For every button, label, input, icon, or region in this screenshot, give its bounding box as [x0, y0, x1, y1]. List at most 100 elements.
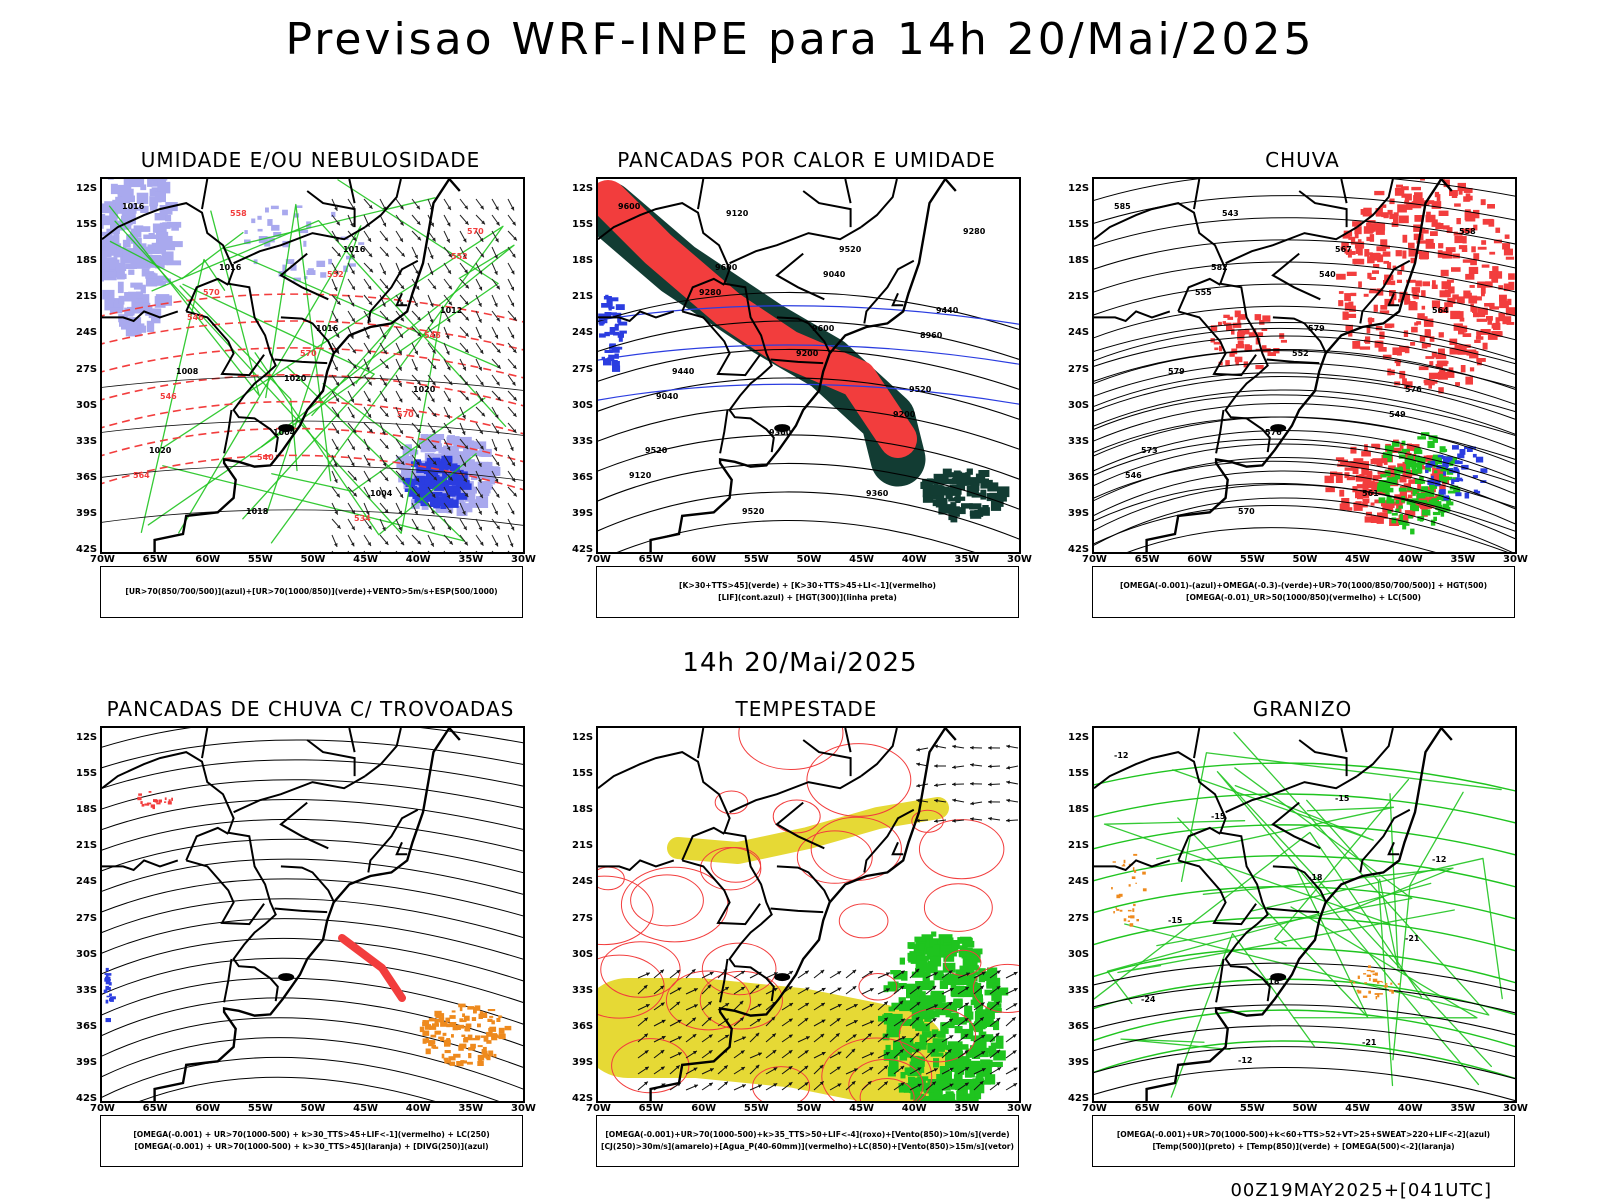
rain-blue: [1451, 479, 1454, 485]
contour-label: 1020: [284, 374, 307, 383]
lat-tick-label: 21S: [76, 291, 97, 302]
rain-red: [1429, 373, 1438, 379]
wind-vector-head: [952, 819, 956, 823]
rain-red: [1456, 218, 1461, 224]
lon-tick-label: 35W: [1450, 554, 1475, 565]
omega-orange: [1368, 991, 1371, 994]
lat-tick-label: 39S: [572, 508, 593, 519]
humidity-high-level: [265, 208, 269, 213]
wind-vector: [476, 551, 484, 552]
rain-red: [1358, 281, 1362, 287]
rain-red: [1506, 257, 1514, 260]
divergence-blue: [105, 977, 110, 981]
thunderstorm-orange: [468, 1047, 475, 1051]
rain-red: [1451, 267, 1461, 272]
omega-orange: [1373, 979, 1378, 982]
thunderstorm-orange: [464, 1037, 470, 1039]
rain-green: [1399, 506, 1404, 509]
thunderstorm-red: [171, 798, 173, 801]
contour-label: 552: [1292, 349, 1309, 358]
map-canvas: [102, 728, 523, 1101]
lat-tick-label: 39S: [1068, 508, 1089, 519]
rain-green: [1417, 467, 1423, 474]
rain-green: [1413, 489, 1417, 494]
lon-tick-label: 70W: [586, 1103, 611, 1114]
rain-red: [1463, 333, 1472, 337]
wind-850-green: [968, 1012, 973, 1020]
lon-tick-label: 30W: [1503, 1103, 1528, 1114]
lat-tick-label: 39S: [1068, 1057, 1089, 1068]
contour-label: 1016: [122, 202, 145, 211]
rain-red: [1399, 216, 1409, 224]
thunderstorm-red: [137, 797, 141, 800]
rain-red: [1397, 204, 1407, 212]
rain-red: [1383, 252, 1391, 257]
height-500-contour: [1094, 390, 1515, 436]
contour-label: 9200: [796, 349, 819, 358]
rain-red: [1364, 294, 1369, 297]
wind-vector: [508, 551, 517, 552]
map-canvas: 1016101610161020102010181016101210081004…: [102, 179, 523, 552]
wind-vector-head: [1006, 745, 1010, 749]
humidity-high-level: [102, 220, 104, 229]
rain-red: [1238, 341, 1244, 347]
rain-red: [1476, 358, 1486, 362]
rain-blue: [1465, 493, 1470, 499]
precip-water-contour: [598, 867, 624, 890]
rain-red: [1255, 314, 1262, 320]
lon-tick-label: 40W: [406, 1103, 431, 1114]
humidity-high-level: [127, 326, 136, 331]
rain-red: [1473, 210, 1479, 218]
rain-red: [1392, 347, 1401, 355]
contour-label: 9520: [839, 245, 862, 254]
rain-red: [1508, 273, 1515, 280]
contour-label: 9600: [618, 202, 641, 211]
rain-red: [1471, 246, 1476, 252]
thunderstorm-orange: [444, 1058, 449, 1061]
legend-line: [OMEGA(-0.001) + UR>70(1000-500) + k>30_…: [101, 1129, 522, 1141]
thunderstorm-orange: [463, 1060, 467, 1063]
thunderstorm-red: [149, 791, 152, 793]
wind-vector-head: [952, 782, 956, 786]
omega-orange: [1367, 970, 1371, 971]
lon-tick-label: 50W: [1293, 554, 1318, 565]
wind-850-green: [889, 1007, 896, 1012]
rain-blue: [1461, 449, 1465, 453]
contour-label: 9040: [823, 270, 846, 279]
rain-red: [1358, 239, 1362, 243]
contour-label: -15: [1335, 794, 1350, 803]
wind-850-green: [916, 956, 929, 961]
panel-title: UMIDADE E/OU NEBULOSIDADE: [60, 148, 561, 172]
rain-blue: [1456, 478, 1463, 481]
lat-tick-label: 15S: [572, 219, 593, 230]
wind-vector-head: [952, 798, 956, 802]
lat-tick-label: 27S: [1068, 913, 1089, 924]
humidity-high-level: [153, 224, 167, 233]
lon-tick-label: 60W: [691, 554, 716, 565]
contour-label: 576: [1405, 385, 1422, 394]
contour-label: -18: [1265, 977, 1280, 986]
lat-tick-label: 39S: [76, 1057, 97, 1068]
state-border: [1094, 203, 1270, 452]
lat-tick-label: 30S: [76, 949, 97, 960]
height-500-contour: [1094, 403, 1515, 451]
panel-legend: [OMEGA(-0.001) + UR>70(1000-500) + k>30_…: [100, 1115, 523, 1167]
humidity-high-level: [267, 219, 272, 226]
rain-green: [1448, 491, 1456, 494]
omega-orange: [1116, 907, 1118, 909]
rain-green: [1411, 462, 1416, 469]
humidity-high-level: [121, 325, 126, 329]
rain-red: [1469, 267, 1478, 274]
wind-850-green: [901, 1072, 906, 1078]
contour-label: 1004: [273, 428, 296, 437]
rain-green: [1439, 474, 1443, 481]
thunderstorm-orange: [442, 1054, 445, 1059]
humidity-high-level: [454, 436, 459, 445]
humidity-high-level-dense: [412, 495, 417, 500]
rain-green: [1449, 502, 1454, 506]
rain-red: [1438, 372, 1448, 380]
legend-line: [LIF](cont.azul) + [HGT(300)](linha pret…: [597, 592, 1018, 604]
contour-label: 564: [1432, 306, 1449, 315]
omega-orange: [1128, 921, 1130, 922]
omega-orange: [1142, 872, 1146, 875]
